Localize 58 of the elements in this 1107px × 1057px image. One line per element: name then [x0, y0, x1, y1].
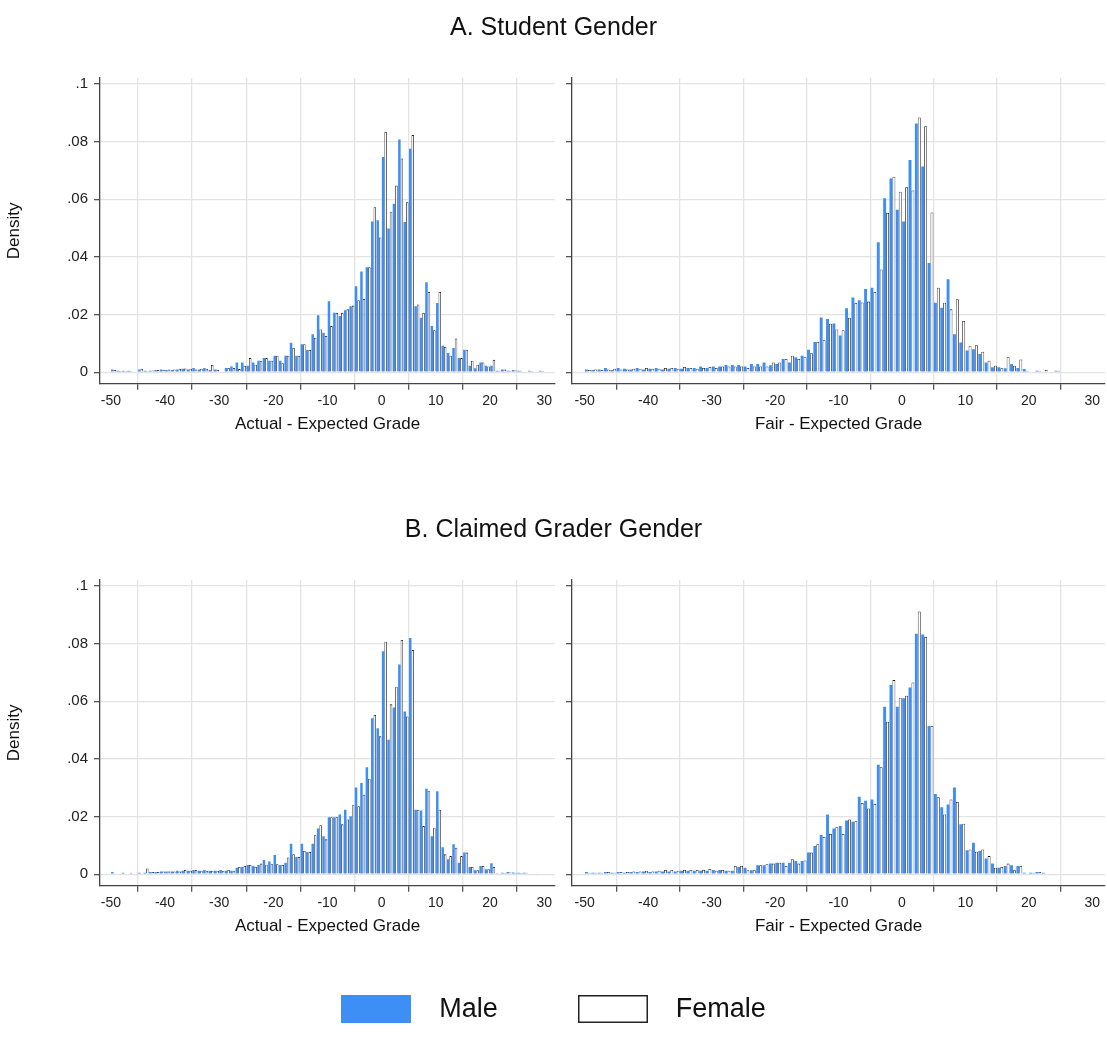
x-tick-label: -20: [263, 894, 284, 911]
x-tick-label: 10: [957, 894, 974, 911]
x-tick-label: -20: [764, 392, 786, 409]
x-tick-label: -10: [317, 392, 338, 409]
y-tick-label: .04: [67, 247, 88, 264]
x-axis-title: Fair - Expected Grade: [754, 916, 923, 936]
y-tick-label: 0: [79, 362, 88, 380]
x-tick-label: 20: [1021, 894, 1037, 911]
x-axis-title: Fair - Expected Grade: [754, 414, 923, 434]
x-tick-label: -10: [828, 392, 849, 409]
x-axis-title: Actual - Expected Grade: [234, 414, 421, 434]
x-tick-label: 20: [482, 894, 498, 911]
y-tick-label: .06: [67, 189, 88, 207]
y-tick-label: .08: [67, 633, 88, 651]
x-tick-label: -10: [828, 894, 849, 911]
x-tick-label: -40: [638, 894, 659, 911]
x-tick-label: 0: [898, 392, 907, 409]
chart-title: A. Student Gender: [448, 12, 659, 41]
x-tick-label: -40: [638, 392, 659, 409]
x-tick-label: -30: [209, 392, 230, 409]
x-tick-label: -30: [701, 392, 722, 409]
legend-label: Female: [675, 993, 766, 1024]
x-tick-label: -50: [574, 894, 596, 911]
x-tick-label: -30: [209, 894, 230, 911]
y-tick-label: .02: [67, 806, 88, 824]
x-tick-label: 30: [1084, 894, 1101, 911]
y-tick-label: .06: [67, 691, 88, 709]
y-tick-label: .1: [75, 73, 88, 91]
x-tick-label: -50: [574, 392, 596, 409]
x-tick-label: -50: [100, 392, 122, 409]
x-tick-label: -40: [154, 392, 176, 409]
x-tick-label: -40: [154, 894, 176, 911]
x-tick-label: 10: [428, 894, 444, 911]
x-tick-label: -20: [764, 894, 786, 911]
x-tick-label: -10: [317, 894, 338, 911]
y-tick-label: .04: [67, 749, 88, 766]
x-tick-label: -30: [701, 894, 722, 911]
x-tick-label: 30: [536, 392, 553, 409]
x-tick-label: 10: [957, 392, 974, 409]
x-tick-label: 30: [536, 894, 553, 911]
x-tick-label: -50: [100, 894, 122, 911]
x-tick-label: -20: [263, 392, 284, 409]
y-tick-label: 0: [79, 864, 88, 882]
y-axis-title: Density: [3, 202, 23, 260]
y-tick-label: .02: [67, 304, 88, 322]
x-tick-label: 0: [377, 894, 386, 911]
y-tick-label: .1: [75, 575, 88, 593]
x-tick-label: 0: [377, 392, 386, 409]
x-tick-label: 20: [482, 392, 498, 409]
y-axis-title: Density: [3, 704, 23, 762]
x-tick-label: 20: [1021, 392, 1037, 409]
x-tick-label: 10: [428, 392, 444, 409]
x-axis-title: Actual - Expected Grade: [234, 916, 421, 936]
x-tick-label: 0: [898, 894, 907, 911]
chart-title: B. Claimed Grader Gender: [403, 514, 704, 543]
y-tick-label: .08: [67, 131, 88, 149]
legend-label: Male: [439, 993, 498, 1024]
x-tick-label: 30: [1084, 392, 1101, 409]
